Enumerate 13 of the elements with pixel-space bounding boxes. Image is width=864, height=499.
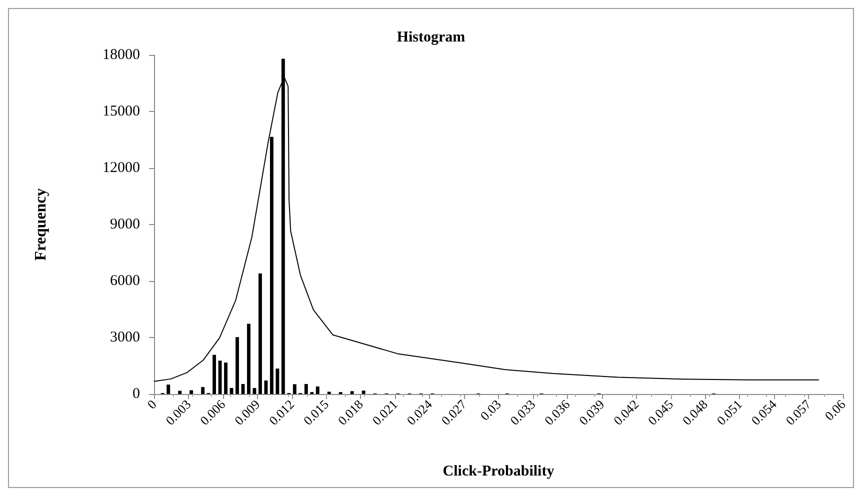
y-tick-label: 6000 [110, 273, 140, 289]
x-tick-label: 0.03 [477, 396, 504, 424]
y-tick-label: 0 [132, 386, 140, 402]
y-tick-label: 18000 [102, 47, 140, 63]
x-axis-title: Click-Probability [442, 464, 555, 480]
y-tick-label: 3000 [110, 330, 140, 346]
y-tick-label: 9000 [110, 216, 140, 232]
x-tick-label: 0 [144, 396, 160, 412]
y-axis-title: Frequency [32, 188, 50, 261]
y-tick-label: 15000 [102, 104, 140, 120]
x-tick-label: 0.06 [822, 396, 849, 424]
y-tick-label: 12000 [102, 160, 140, 176]
chart-title: Histogram [396, 30, 466, 46]
